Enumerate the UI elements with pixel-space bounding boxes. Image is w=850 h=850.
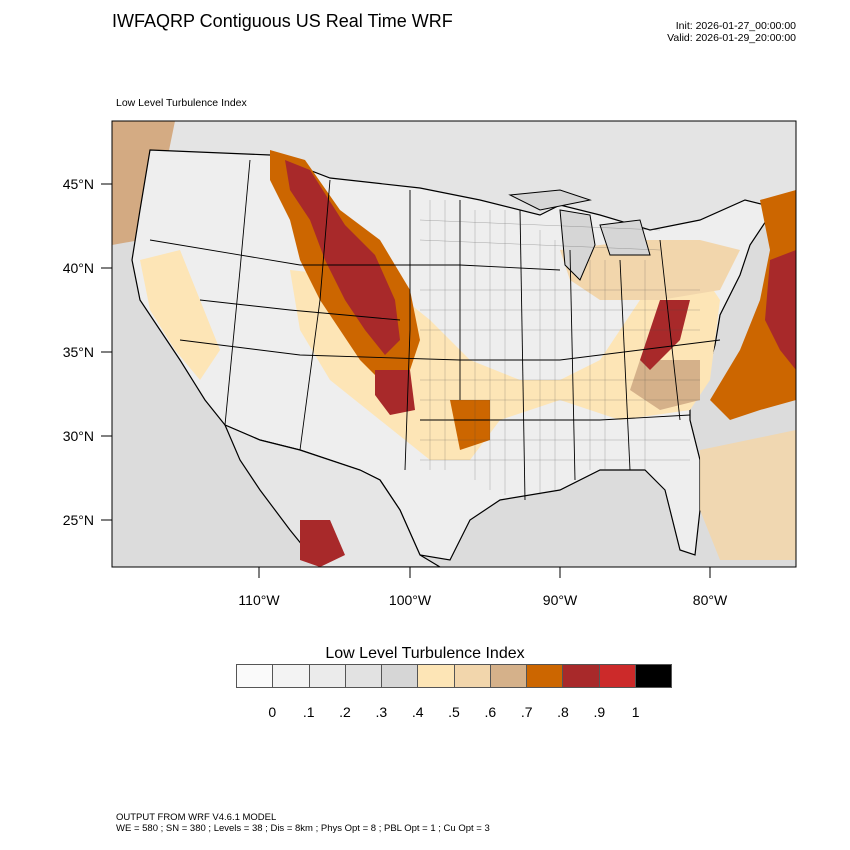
axis-ticks (101, 183, 711, 578)
legend-swatch (489, 664, 526, 688)
lat-label-30n: 30°N (63, 428, 94, 444)
lake-superior (508, 189, 592, 211)
mexico-core (300, 520, 345, 567)
legend-label: 0 (268, 704, 277, 720)
legend-swatch (308, 664, 345, 688)
oklahoma-core (375, 370, 415, 415)
atlantic-zone (710, 190, 796, 420)
legend-swatch (236, 664, 273, 688)
lat-label-25n: 25°N (63, 512, 94, 528)
lat-label-45n: 45°N (63, 176, 94, 192)
legend-swatch (453, 664, 490, 688)
state-boundaries (149, 159, 721, 501)
lon-label-80w: 80°W (693, 592, 728, 608)
legend-label: 1 (631, 704, 640, 720)
legend-label: .2 (339, 704, 351, 720)
latitude-labels: 45°N 40°N 35°N 30°N 25°N (63, 176, 94, 528)
map-frame (111, 120, 797, 568)
county-lines (419, 200, 700, 495)
rockies-core (285, 160, 400, 355)
lon-label-100w: 100°W (389, 592, 432, 608)
color-legend (236, 664, 672, 688)
init-time: Init: 2026-01-27_00:00:00 (675, 20, 796, 32)
legend-swatch (526, 664, 563, 688)
longitude-labels: 110°W 100°W 90°W 80°W (238, 592, 728, 608)
legend-swatch (562, 664, 599, 688)
legend-swatch (272, 664, 309, 688)
lon-label-90w: 90°W (543, 592, 578, 608)
legend-label: .9 (593, 704, 606, 720)
map-field (112, 121, 796, 567)
legend-swatch (417, 664, 454, 688)
appalachian-core (640, 300, 690, 370)
atlantic-core (765, 250, 796, 370)
arkansas-zone (450, 400, 490, 450)
run-info: Init: 2026-01-27_00:00:00 Valid: 2026-01… (667, 20, 796, 44)
legend-label: .4 (411, 704, 424, 720)
model-footer: OUTPUT FROM WRF V4.6.1 MODEL WE = 580 ; … (116, 812, 490, 834)
legend-label: .6 (484, 704, 497, 720)
legend-labels: 0 .1 .2 .3 .4 .5 .6 .7 .8 .9 1 (236, 704, 672, 724)
legend-title: Low Level Turbulence Index (325, 645, 525, 662)
lake-huron (599, 219, 651, 256)
legend-label: .8 (557, 704, 569, 720)
chart-title: IWFAQRP Contiguous US Real Time WRF (112, 11, 453, 31)
gulf-stream-zone (700, 430, 796, 560)
valid-time: Valid: 2026-01-29_20:00:00 (667, 32, 796, 44)
footer-line-model: OUTPUT FROM WRF V4.6.1 MODEL (116, 812, 277, 823)
legend-label: .5 (448, 704, 460, 720)
southeast-zone (630, 360, 700, 410)
west-coast-zone (140, 250, 220, 380)
legend-swatch (381, 664, 418, 688)
legend-swatch (634, 664, 672, 688)
canada-land (112, 121, 796, 230)
lon-label-110w: 110°W (238, 592, 280, 608)
footer-line-config: WE = 580 ; SN = 380 ; Levels = 38 ; Dis … (116, 823, 490, 834)
legend-swatch (598, 664, 635, 688)
legend-label: .1 (302, 704, 315, 720)
lake-michigan (559, 209, 596, 281)
lat-label-35n: 35°N (63, 344, 94, 360)
panel-label: Low Level Turbulence Index (116, 97, 247, 109)
legend-label: .7 (520, 704, 533, 720)
legend-swatch (344, 664, 381, 688)
legend-label: .3 (375, 704, 388, 720)
lat-label-40n: 40°N (63, 260, 94, 276)
